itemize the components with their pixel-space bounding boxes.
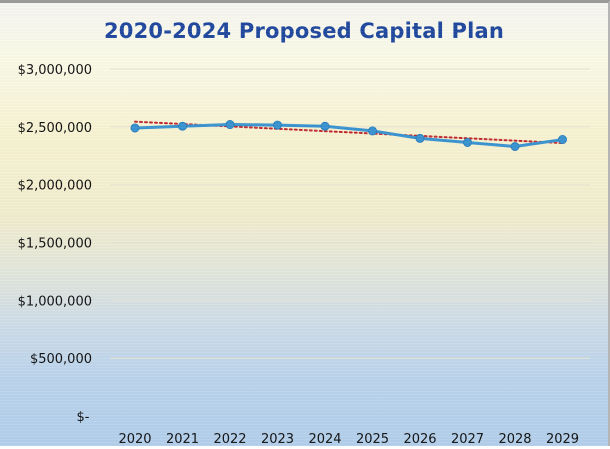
x-tick-label: 2023 <box>261 432 294 447</box>
x-axis-ticks: 2020 2021 2022 2023 2024 2025 2026 2027 2028 2029 <box>118 432 579 447</box>
x-tick-label: 2026 <box>403 432 436 447</box>
data-point <box>130 123 140 133</box>
data-point <box>225 120 235 130</box>
data-point <box>368 126 377 136</box>
y-tick-label: $3,000,000 <box>18 63 92 78</box>
data-point <box>558 135 567 145</box>
x-tick-label: 2028 <box>498 432 531 447</box>
x-tick-label: 2027 <box>451 432 484 447</box>
y-tick-label: $2,000,000 <box>18 179 92 194</box>
y-tick-label: $2,500,000 <box>18 121 92 136</box>
data-point <box>463 137 472 147</box>
data-point <box>320 121 330 131</box>
y-tick-label: $- <box>77 410 90 425</box>
y-tick-label: $500,000 <box>30 352 92 367</box>
data-point <box>273 120 282 130</box>
chart-title: 2020-2024 Proposed Capital Plan <box>103 19 505 43</box>
x-tick-label: 2024 <box>308 432 341 447</box>
data-point <box>415 133 425 143</box>
plot-area: $- $500,000 $1,000,000 $1,500,000 $2,000,000… <box>18 63 590 447</box>
x-tick-label: 2021 <box>166 432 199 447</box>
x-tick-label: 2029 <box>546 432 579 447</box>
x-tick-label: 2020 <box>118 432 151 447</box>
gridlines <box>110 68 590 359</box>
y-tick-label: $1,500,000 <box>18 237 92 252</box>
series-line <box>134 123 563 148</box>
x-tick-label: 2025 <box>356 432 389 447</box>
data-point <box>510 141 520 151</box>
x-tick-label: 2022 <box>213 432 246 447</box>
series-group <box>130 120 567 151</box>
data-point <box>178 121 187 131</box>
y-tick-label: $1,000,000 <box>18 294 92 309</box>
y-axis-ticks: $- $500,000 $1,000,000 $1,500,000 $2,000,000… <box>18 63 92 425</box>
